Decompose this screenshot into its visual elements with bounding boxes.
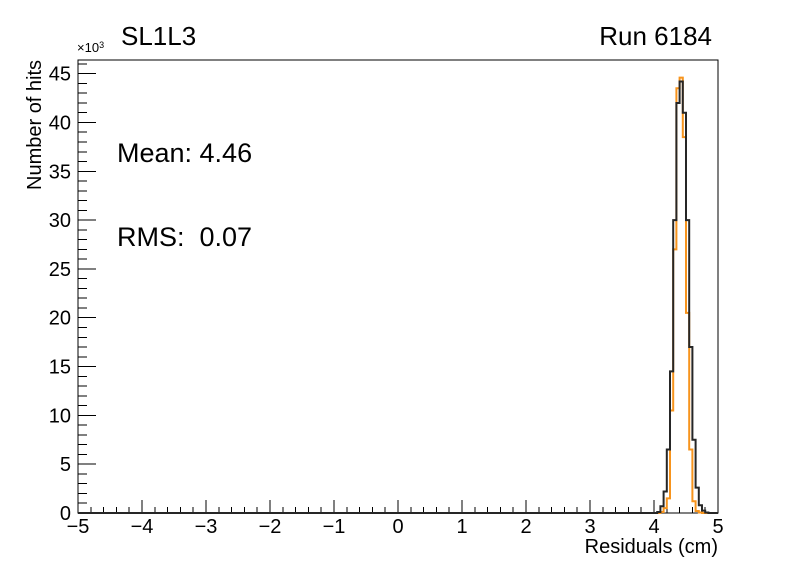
x-tick-label: 5 xyxy=(712,516,723,538)
residuals-histogram-orange xyxy=(78,76,718,514)
y-tick-label: 5 xyxy=(60,454,71,476)
y-tick-label: 30 xyxy=(49,210,71,232)
x-axis-title: Residuals (cm) xyxy=(584,536,718,558)
x-tick-label: 4 xyxy=(648,516,659,538)
residuals-histogram-black xyxy=(78,80,718,514)
page-title: SL1L3 xyxy=(121,21,197,51)
stats-rms: RMS: 0.07 xyxy=(117,222,253,252)
y-tick-label: 45 xyxy=(49,64,71,86)
y-axis-exponent: ×103 xyxy=(77,40,104,55)
y-tick-label: 40 xyxy=(49,112,71,134)
x-tick-label: −2 xyxy=(259,516,282,538)
y-axis-title: Number of hits xyxy=(24,59,46,190)
y-axis-exponent-power: 3 xyxy=(99,40,105,50)
y-tick-label: 15 xyxy=(49,357,71,379)
y-tick-label: 0 xyxy=(60,503,71,525)
x-tick-label: −3 xyxy=(195,516,218,538)
x-tick-label: 3 xyxy=(584,516,595,538)
y-tick-label: 35 xyxy=(49,161,71,183)
stats-box: Mean: 4.46 RMS: 0.07 xyxy=(117,83,252,307)
y-tick-label: 20 xyxy=(49,308,71,330)
y-tick-label: 25 xyxy=(49,259,71,281)
stats-mean: Mean: 4.46 xyxy=(117,138,253,168)
x-tick-label: 0 xyxy=(392,516,403,538)
x-tick-label: −5 xyxy=(67,516,90,538)
x-tick-label: −1 xyxy=(323,516,346,538)
y-axis-exponent-base: ×10 xyxy=(77,40,100,55)
y-tick-label: 10 xyxy=(49,405,71,427)
x-tick-label: 1 xyxy=(456,516,467,538)
x-tick-label: −4 xyxy=(131,516,154,538)
x-tick-label: 2 xyxy=(520,516,531,538)
run-label: Run 6184 xyxy=(599,21,712,51)
